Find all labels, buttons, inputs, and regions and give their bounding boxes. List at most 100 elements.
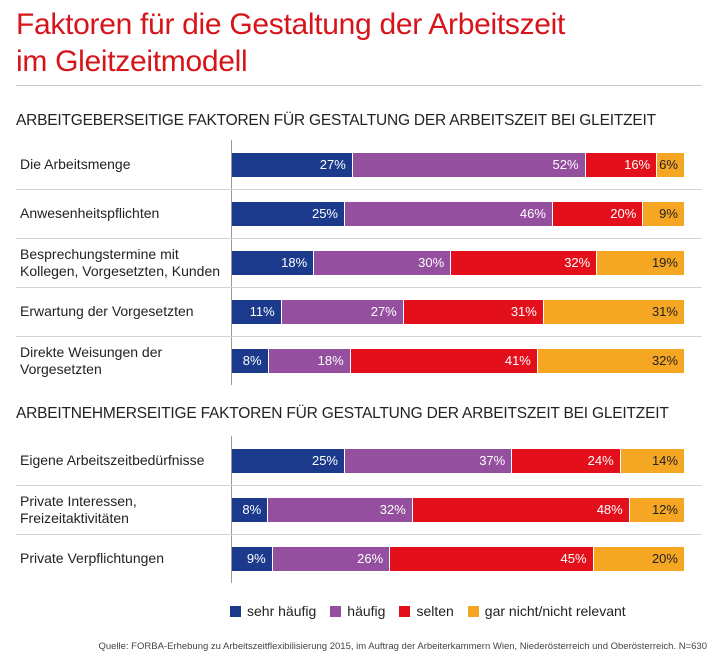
bar-segment-haeufig: 30% <box>314 250 452 275</box>
legend-swatch <box>230 605 241 617</box>
bar-segment-selten: 20% <box>552 201 644 226</box>
legend-item: selten <box>399 603 454 619</box>
stacked-bar: 8% 32% 48% 12% <box>232 497 684 522</box>
stacked-bar: 25% 46% 20% 9% <box>232 201 684 226</box>
bar-segment-haeufig: 18% <box>268 348 351 373</box>
data-label: 27% <box>370 303 397 319</box>
row-separator <box>16 189 702 190</box>
bar-segment-selten: 45% <box>390 546 594 571</box>
bar-segment-haeufig: 32% <box>268 497 413 522</box>
legend-swatch <box>399 605 411 617</box>
bar-segment-gar-nicht: 6% <box>657 152 684 177</box>
legend-swatch <box>330 605 342 617</box>
row-separator <box>16 238 702 239</box>
bar-segment-selten: 24% <box>512 448 621 473</box>
category-label: Direkte Weisungen der Vorgesetzten <box>20 343 163 377</box>
source-note: Quelle: FORBA-Erhebung zu Arbeitszeitfle… <box>98 641 707 652</box>
data-label: 8% <box>242 501 262 517</box>
data-label: 32% <box>379 501 406 517</box>
data-label: 18% <box>281 254 308 270</box>
data-label: 16% <box>624 156 651 172</box>
stacked-bar: 18% 30% 32% 19% <box>232 250 684 275</box>
bar-segment-gar-nicht: 19% <box>597 250 684 275</box>
data-label: 18% <box>317 352 344 368</box>
data-label: 45% <box>560 550 587 566</box>
stacked-bar: 27% 52% 16% 6% <box>232 152 684 177</box>
bar-segment-haeufig: 46% <box>345 201 553 226</box>
legend-label: gar nicht/nicht relevant <box>484 603 626 619</box>
data-label: 37% <box>479 452 506 468</box>
data-label: 12% <box>651 501 678 517</box>
legend-item: gar nicht/nicht relevant <box>467 603 626 619</box>
bar-segment-selten: 31% <box>403 299 544 324</box>
section-title: ARBEITNEHMERSEITIGE FAKTOREN FÜR GESTALT… <box>16 405 669 422</box>
data-label: 32% <box>651 352 678 368</box>
data-label: 25% <box>311 452 338 468</box>
data-label: 19% <box>651 254 678 270</box>
bar-segment-gar-nicht: 14% <box>620 448 684 473</box>
category-label: Besprechungstermine mit Kollegen, Vorges… <box>20 245 221 279</box>
section-title: ARBEITGEBERSEITIGE FAKTOREN FÜR GESTALTU… <box>16 112 656 129</box>
category-label: Erwartung der Vorgesetzten <box>20 303 194 319</box>
category-label: Eigene Arbeitszeitbedürfnisse <box>20 452 205 468</box>
bar-segment-sehr-haeufig: 8% <box>232 348 269 373</box>
data-label: 24% <box>587 452 614 468</box>
data-label: 46% <box>519 205 546 221</box>
bar-segment-selten: 48% <box>412 497 630 522</box>
chart-title-line2: im Gleitzeitmodell <box>16 45 248 78</box>
data-label: 11% <box>249 303 275 319</box>
legend-item: sehr häufig <box>230 603 316 619</box>
chart-title: Faktoren für die Gestaltung der Arbeitsz… <box>16 6 696 80</box>
data-label: 52% <box>552 156 579 172</box>
stacked-bar: 25% 37% 24% 14% <box>232 448 684 473</box>
legend: sehr häufig häufig selten gar nicht/nicht r… <box>230 603 626 619</box>
legend-label: selten <box>416 603 454 619</box>
title-divider <box>16 85 702 86</box>
bar-segment-gar-nicht: 32% <box>537 348 684 373</box>
bar-segment-haeufig: 52% <box>352 152 586 177</box>
data-label: 20% <box>651 550 678 566</box>
bar-segment-sehr-haeufig: 8% <box>232 497 269 522</box>
axis-line <box>231 436 232 583</box>
data-label: 26% <box>357 550 384 566</box>
bar-segment-haeufig: 37% <box>345 448 513 473</box>
axis-line <box>231 140 232 385</box>
bar-segment-haeufig: 27% <box>281 299 404 324</box>
legend-label: sehr häufig <box>247 603 317 619</box>
data-label: 14% <box>651 452 678 468</box>
bar-segment-sehr-haeufig: 18% <box>232 250 315 275</box>
category-label: Anwesenheitspflichten <box>20 205 160 221</box>
data-label: 6% <box>659 156 678 172</box>
bar-segment-gar-nicht: 31% <box>543 299 684 324</box>
data-label: 31% <box>510 303 537 319</box>
data-label: 27% <box>319 156 346 172</box>
bar-segment-sehr-haeufig: 25% <box>232 201 345 226</box>
row-separator <box>16 336 702 337</box>
row-separator <box>16 534 702 535</box>
data-label: 9% <box>659 205 678 221</box>
legend-swatch <box>467 605 479 617</box>
bar-segment-gar-nicht: 20% <box>593 546 684 571</box>
legend-label: häufig <box>347 603 386 619</box>
bar-segment-sehr-haeufig: 25% <box>232 448 345 473</box>
category-label: Private Interessen, Freizeitaktivitäten <box>20 492 137 526</box>
bar-segment-gar-nicht: 12% <box>629 497 684 522</box>
bar-segment-sehr-haeufig: 11% <box>232 299 282 324</box>
bar-segment-haeufig: 26% <box>272 546 391 571</box>
data-label: 25% <box>311 205 338 221</box>
data-label: 9% <box>246 550 266 566</box>
row-separator <box>16 287 702 288</box>
legend-item: häufig <box>330 603 385 619</box>
bar-segment-sehr-haeufig: 27% <box>232 152 353 177</box>
category-label: Private Verpflichtungen <box>20 550 164 566</box>
bar-segment-selten: 16% <box>585 152 658 177</box>
row-separator <box>16 485 702 486</box>
category-label: Die Arbeitsmenge <box>20 156 131 172</box>
data-label: 41% <box>504 352 531 368</box>
data-label: 30% <box>418 254 445 270</box>
bar-segment-selten: 41% <box>350 348 538 373</box>
bar-segment-sehr-haeufig: 9% <box>232 546 273 571</box>
data-label: 31% <box>651 303 678 319</box>
stacked-bar: 11% 27% 31% 31% <box>232 299 684 324</box>
bar-segment-selten: 32% <box>451 250 598 275</box>
